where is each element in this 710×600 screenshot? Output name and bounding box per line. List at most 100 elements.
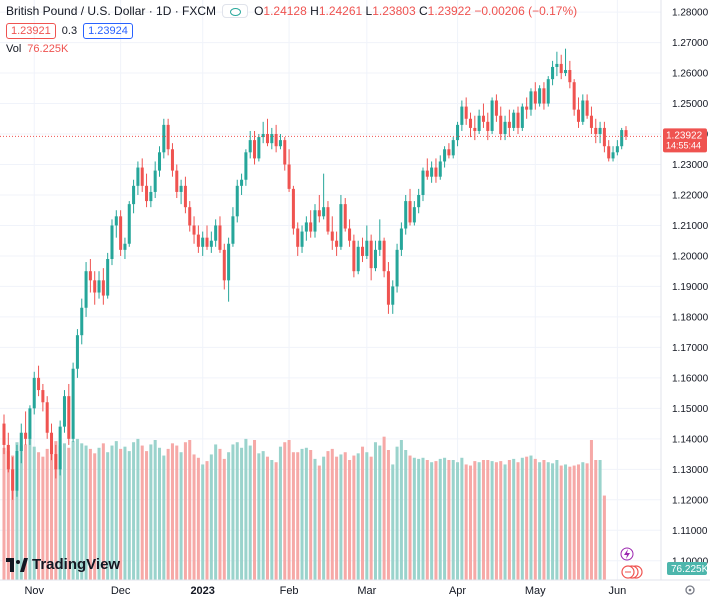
candle-body <box>399 228 403 250</box>
volume-bar <box>149 444 153 580</box>
candle <box>620 127 624 150</box>
volume-bar <box>15 442 19 580</box>
volume-bar <box>516 462 520 580</box>
volume-bar <box>529 455 533 580</box>
candle-body <box>464 106 468 119</box>
candle-body <box>412 207 416 223</box>
candle <box>80 298 84 345</box>
sell-price-button[interactable]: 1.23921 <box>6 23 56 39</box>
volume-bar <box>62 443 66 580</box>
volume-label[interactable]: Vol <box>6 43 22 55</box>
volume-bar <box>2 447 6 580</box>
candle <box>477 109 481 135</box>
candle-body <box>378 240 382 250</box>
candle <box>564 48 568 77</box>
volume-bar <box>369 456 373 580</box>
volume-bar <box>330 448 334 580</box>
candle <box>37 365 41 397</box>
candle-body <box>114 216 118 226</box>
candle-body <box>283 140 287 165</box>
candle-body <box>512 112 516 128</box>
candle <box>451 137 455 159</box>
volume-bar <box>339 454 343 580</box>
visibility-eye-icon[interactable] <box>222 4 249 18</box>
candle-body <box>123 243 127 250</box>
candle <box>494 94 498 122</box>
lightning-icon[interactable] <box>620 547 634 561</box>
candle <box>248 130 252 159</box>
candle <box>110 219 114 266</box>
candle <box>317 194 321 223</box>
volume-bar <box>490 461 494 580</box>
volume-bar <box>287 440 291 580</box>
volume-bar <box>37 452 41 580</box>
candle <box>589 106 593 135</box>
price-tick-label: 1.11000 <box>672 526 708 537</box>
candle <box>538 85 542 107</box>
candle-body <box>304 222 308 232</box>
candle <box>339 194 343 250</box>
candle <box>140 158 144 192</box>
candle-body <box>37 377 41 391</box>
volume-bar <box>361 446 365 580</box>
volume-bar <box>84 445 88 580</box>
price-tick-label: 1.14000 <box>672 434 709 445</box>
price-axis[interactable]: 1.280001.270001.260001.250001.240001.230… <box>672 8 709 568</box>
candle <box>352 234 356 278</box>
volume-legend: Vol 76.225K <box>6 43 68 55</box>
candle <box>481 103 485 128</box>
candle-body <box>80 307 84 336</box>
volume-bar <box>235 442 239 580</box>
candle-body <box>447 149 451 156</box>
volume-bar <box>460 457 464 580</box>
volume-bar <box>546 462 550 580</box>
volume-bar <box>581 462 585 580</box>
candle <box>175 164 179 199</box>
candle-body <box>460 106 464 125</box>
symbol-legend: British Pound / U.S. Dollar · 1D · FXCM … <box>6 4 577 18</box>
candle-body <box>50 432 54 455</box>
candle <box>231 207 235 247</box>
volume-bar <box>209 454 213 580</box>
volume-bar <box>602 495 606 580</box>
buy-price-button[interactable]: 1.23924 <box>83 23 133 39</box>
candle-body <box>93 280 97 293</box>
candle <box>356 240 360 275</box>
bar-countdown: 14:55:44 <box>666 140 701 150</box>
candle <box>382 237 386 278</box>
candle <box>555 51 559 77</box>
volume-bar <box>317 465 321 580</box>
candle <box>149 185 153 208</box>
candle <box>32 371 36 415</box>
candle <box>218 216 222 253</box>
volume-bar <box>11 455 15 580</box>
volume-bar <box>24 444 28 580</box>
candle <box>503 115 507 141</box>
volume-bar <box>464 464 468 580</box>
settings-gear-icon[interactable] <box>685 585 695 595</box>
candle-body <box>270 134 274 144</box>
event-flags-icon[interactable] <box>621 565 643 579</box>
time-axis[interactable]: Nov Dec 2023 Feb Mar Apr May Jun <box>24 585 626 597</box>
candle-body <box>581 100 585 122</box>
volume-bar <box>179 452 183 580</box>
candle-body <box>386 271 390 305</box>
candle-body <box>486 121 490 131</box>
symbol-title[interactable]: British Pound / U.S. Dollar · 1D · FXCM <box>6 4 217 18</box>
candle <box>265 118 269 147</box>
candle-body <box>352 240 356 272</box>
candle <box>447 143 451 159</box>
volume-bar <box>594 460 598 580</box>
candle <box>88 258 92 293</box>
candle-body <box>75 335 79 369</box>
candle-body <box>175 170 179 192</box>
tradingview-logo[interactable]: TradingView <box>6 556 120 573</box>
time-tick-label: Jun <box>608 585 626 597</box>
candle-body <box>265 134 269 144</box>
candle <box>157 146 162 177</box>
candle-body <box>235 185 239 217</box>
candle-body <box>71 368 75 439</box>
volume-bar <box>486 460 490 580</box>
volume-bar <box>67 447 71 580</box>
